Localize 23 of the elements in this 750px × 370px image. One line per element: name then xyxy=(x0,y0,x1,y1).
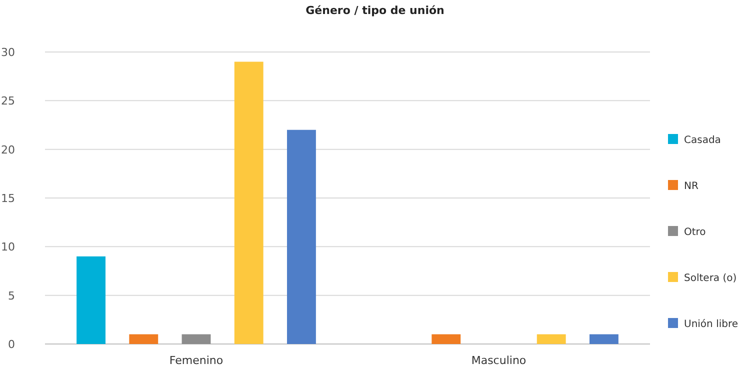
bar xyxy=(182,334,211,344)
y-tick-label: 5 xyxy=(8,289,15,302)
bar xyxy=(536,334,566,344)
legend-label: Casada xyxy=(684,135,721,146)
y-tick-label: 0 xyxy=(8,338,15,351)
x-tick-label: Femenino xyxy=(169,354,224,367)
legend-label: Soltera (o) xyxy=(684,273,737,284)
y-tick-label: 15 xyxy=(1,192,15,205)
legend-label: Unión libre xyxy=(684,319,738,330)
bar xyxy=(234,62,264,344)
y-tick-label: 30 xyxy=(1,46,15,59)
chart-title: Género / tipo de unión xyxy=(306,4,444,17)
bar xyxy=(432,334,461,344)
bar xyxy=(287,130,316,344)
y-tick-label: 25 xyxy=(1,94,15,108)
y-tick-label: 10 xyxy=(1,240,15,254)
bar xyxy=(76,256,106,344)
legend-label: Otro xyxy=(684,227,706,238)
y-tick-label: 20 xyxy=(1,143,15,156)
bar xyxy=(590,334,618,344)
bar xyxy=(129,334,158,344)
x-tick-label: Masculino xyxy=(471,354,526,367)
legend-label: NR xyxy=(684,181,698,192)
